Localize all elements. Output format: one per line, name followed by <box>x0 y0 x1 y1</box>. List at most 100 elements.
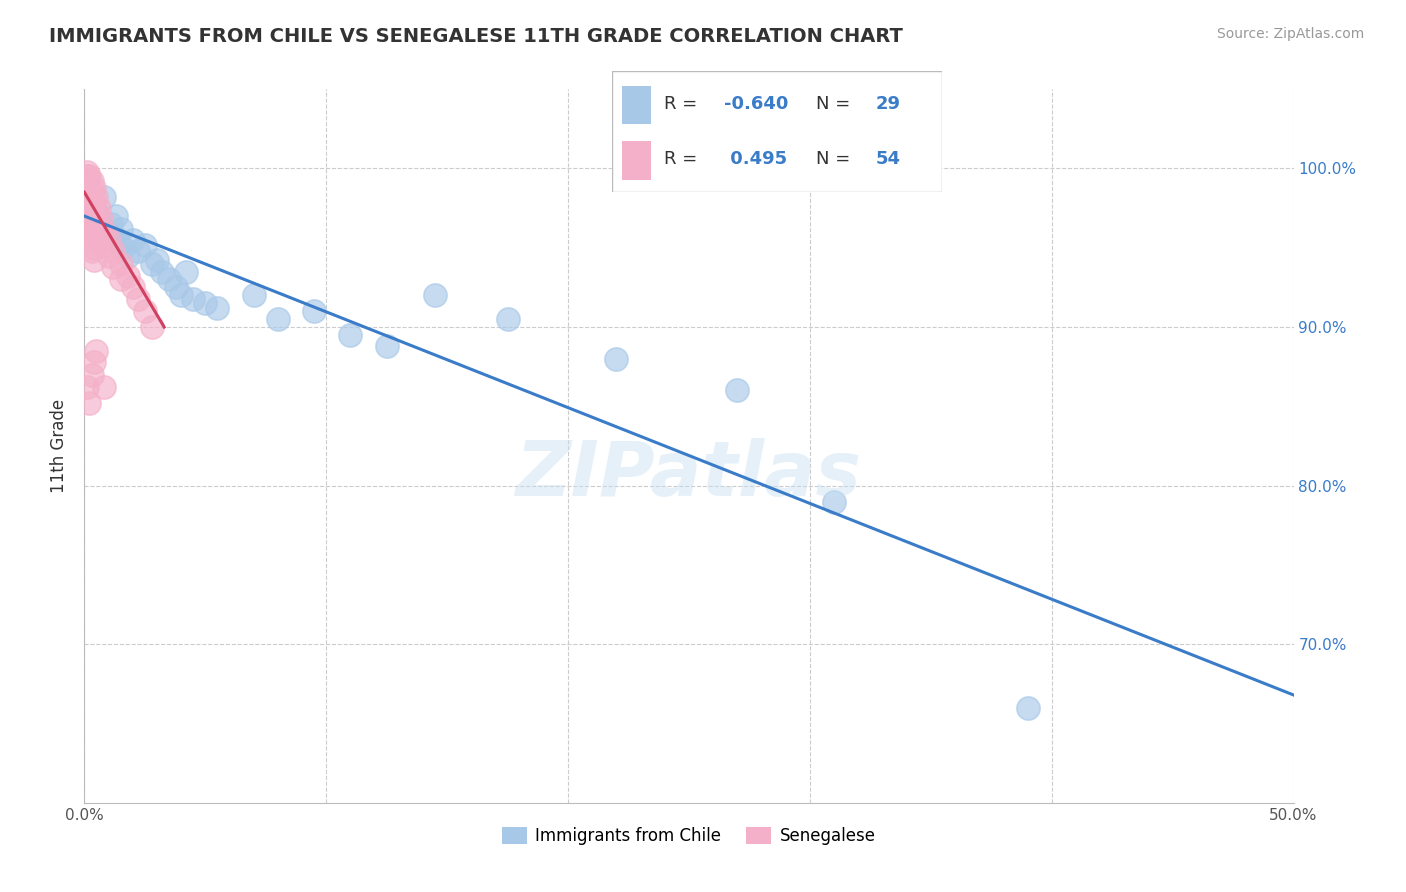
Text: N =: N = <box>817 150 856 169</box>
Point <box>87 212 110 227</box>
Point <box>194 296 217 310</box>
Point <box>157 272 180 286</box>
Point <box>423 288 446 302</box>
Point <box>110 221 132 235</box>
Point <box>90 228 112 243</box>
Point <box>83 228 105 243</box>
Point <box>150 264 173 278</box>
Point <box>77 178 100 192</box>
Point <box>121 280 143 294</box>
Point <box>103 244 125 258</box>
Point <box>165 280 187 294</box>
Text: IMMIGRANTS FROM CHILE VS SENEGALESE 11TH GRADE CORRELATION CHART: IMMIGRANTS FROM CHILE VS SENEGALESE 11TH… <box>49 27 903 45</box>
Point <box>110 272 132 286</box>
Point <box>302 304 325 318</box>
Point <box>80 220 103 235</box>
Point <box>117 249 139 263</box>
Point <box>86 206 108 220</box>
Point <box>80 368 103 382</box>
Point <box>90 212 112 227</box>
Point <box>93 225 115 239</box>
Point <box>496 312 519 326</box>
Point <box>100 217 122 231</box>
Text: R =: R = <box>665 150 703 169</box>
Point <box>76 380 98 394</box>
Point <box>80 186 103 200</box>
Legend: Immigrants from Chile, Senegalese: Immigrants from Chile, Senegalese <box>495 820 883 852</box>
Point <box>76 201 98 215</box>
Point <box>83 196 105 211</box>
Point <box>110 257 132 271</box>
Point <box>242 288 264 302</box>
Text: Source: ZipAtlas.com: Source: ZipAtlas.com <box>1216 27 1364 41</box>
Point <box>83 196 105 211</box>
Point <box>87 201 110 215</box>
Point <box>80 244 103 258</box>
Point <box>103 260 125 274</box>
Point <box>86 209 108 223</box>
Point <box>83 212 105 227</box>
Point <box>80 196 103 211</box>
Point <box>339 328 361 343</box>
Point <box>80 174 103 188</box>
Text: -0.640: -0.640 <box>724 95 789 113</box>
Point <box>170 288 193 302</box>
Point <box>127 244 149 258</box>
Point <box>93 190 115 204</box>
Point <box>76 180 98 194</box>
Point <box>83 253 105 268</box>
Point <box>127 292 149 306</box>
Text: 29: 29 <box>876 95 901 113</box>
Point <box>80 231 103 245</box>
Point <box>146 253 169 268</box>
FancyBboxPatch shape <box>621 86 651 124</box>
Point <box>823 494 845 508</box>
Point <box>76 193 98 207</box>
Point <box>86 343 108 358</box>
Point <box>97 233 120 247</box>
Point <box>121 233 143 247</box>
Point <box>80 209 103 223</box>
Point <box>141 257 163 271</box>
Point <box>134 304 156 318</box>
Point <box>207 301 229 315</box>
Point <box>375 339 398 353</box>
Text: ZIPatlas: ZIPatlas <box>516 438 862 511</box>
Point <box>181 292 204 306</box>
Point <box>76 186 98 200</box>
Point <box>77 196 100 211</box>
Point <box>83 241 105 255</box>
Point <box>76 164 98 178</box>
Y-axis label: 11th Grade: 11th Grade <box>51 399 69 493</box>
Point <box>93 380 115 394</box>
Text: N =: N = <box>817 95 856 113</box>
Point <box>112 241 135 255</box>
FancyBboxPatch shape <box>621 141 651 179</box>
Point <box>76 209 98 223</box>
Text: 54: 54 <box>876 150 901 169</box>
Point <box>117 269 139 284</box>
Point <box>107 233 129 247</box>
Point <box>174 264 197 278</box>
Point <box>1017 700 1039 714</box>
Point <box>77 206 100 220</box>
Point <box>77 169 100 184</box>
Point <box>77 217 100 231</box>
Point <box>77 201 100 215</box>
Point <box>76 174 98 188</box>
Point <box>87 221 110 235</box>
Point <box>97 225 120 239</box>
Text: R =: R = <box>665 95 703 113</box>
Point <box>134 237 156 252</box>
Point <box>77 225 100 239</box>
Point <box>93 237 115 252</box>
Point <box>77 396 100 410</box>
Point <box>725 384 748 398</box>
Point <box>86 225 108 239</box>
Point <box>86 190 108 204</box>
Point <box>97 249 120 263</box>
Point <box>83 180 105 194</box>
Point <box>76 169 98 184</box>
Point <box>103 228 125 243</box>
Point <box>76 174 98 188</box>
